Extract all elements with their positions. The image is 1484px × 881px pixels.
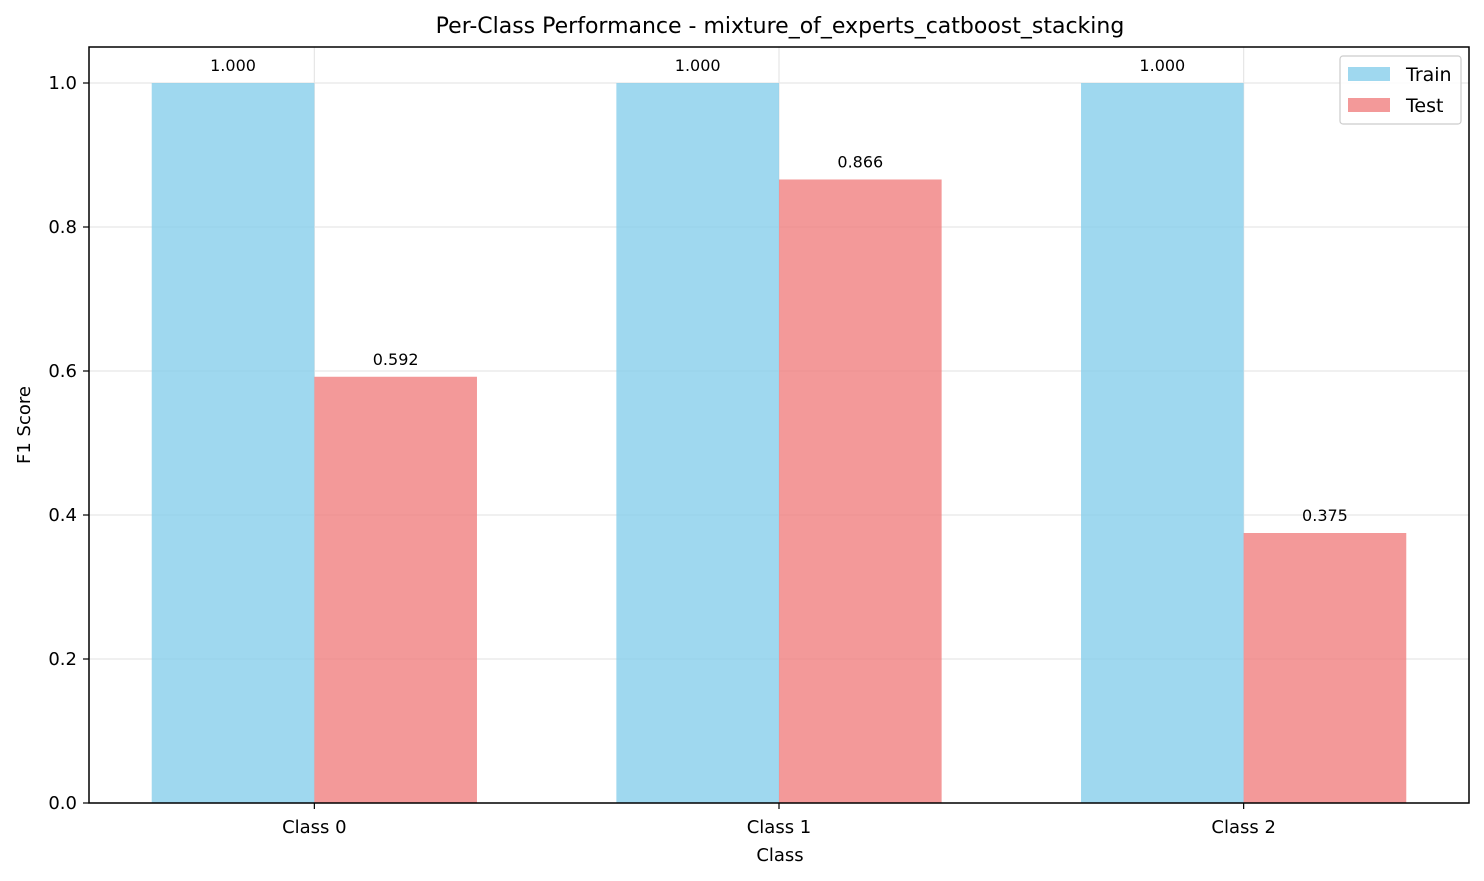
y-tick-label: 0.4	[48, 505, 77, 526]
legend-swatch-test	[1348, 98, 1390, 112]
bar-test-2	[1243, 533, 1407, 803]
value-label-train-2: 1.000	[1139, 56, 1185, 75]
y-tick-label: 0.0	[48, 793, 77, 814]
value-label-test-2: 0.375	[1302, 506, 1348, 525]
bar-test-1	[779, 179, 942, 804]
y-tick-label: 0.8	[48, 217, 77, 238]
x-axis-label: Class	[756, 845, 803, 866]
value-label-train-1: 1.000	[675, 56, 721, 75]
ticks: 0.0 0.2 0.4 0.6 0.8 1.0 Class 0 Class 1 Class 2	[48, 73, 1276, 838]
bar-test-0	[314, 376, 477, 803]
x-tick-label: Class 1	[747, 817, 812, 838]
x-tick-label: Class 0	[282, 817, 347, 838]
y-tick-label: 1.0	[48, 73, 77, 94]
legend-label-train: Train	[1405, 64, 1452, 86]
bars	[151, 83, 1407, 804]
value-label-train-0: 1.000	[210, 56, 256, 75]
legend: Train Test	[1339, 55, 1462, 125]
value-labels: 1.000 1.000 1.000 0.592 0.866 0.375	[210, 56, 1348, 525]
legend-swatch-train	[1348, 67, 1390, 81]
chart-title: Per-Class Performance - mixture_of_exper…	[436, 14, 1125, 39]
value-label-test-1: 0.866	[837, 152, 883, 171]
value-label-test-0: 0.592	[373, 350, 419, 369]
legend-label-test: Test	[1405, 95, 1443, 117]
bar-train-2	[1081, 83, 1244, 803]
bar-train-0	[151, 83, 315, 803]
y-axis-label: F1 Score	[14, 386, 35, 464]
y-tick-label: 0.2	[48, 649, 77, 670]
x-tick-label: Class 2	[1211, 817, 1276, 838]
y-tick-label: 0.6	[48, 361, 77, 382]
bar-train-1	[616, 83, 779, 803]
